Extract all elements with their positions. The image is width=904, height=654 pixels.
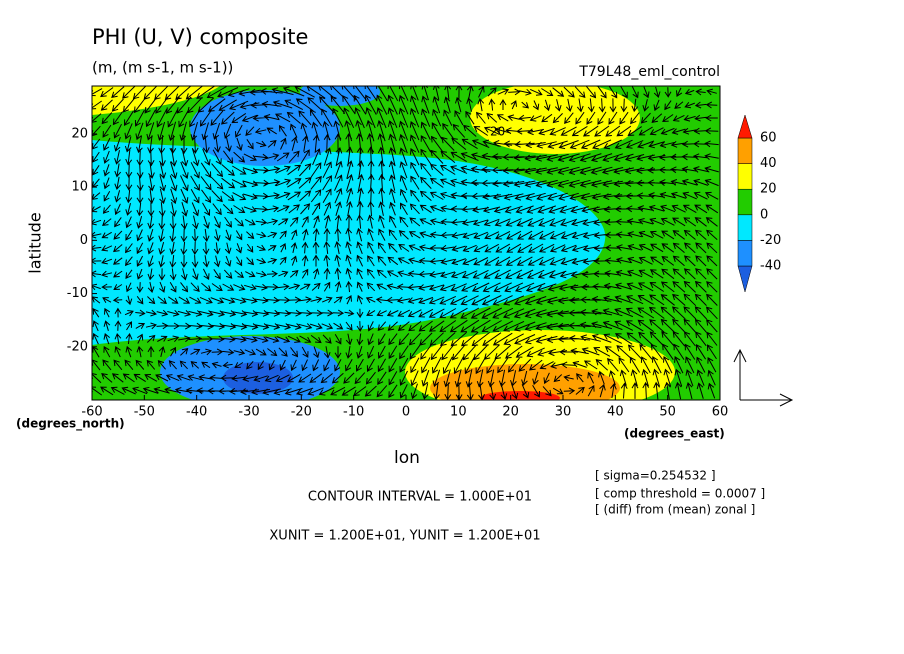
note: [ comp threshold = 0.0007 ]	[595, 487, 765, 501]
y-tick-label: 20	[71, 126, 88, 141]
colorbar-band	[737, 163, 753, 190]
y-axis-label: latitude	[26, 212, 45, 273]
x-tick-label: -10	[343, 405, 364, 420]
x-units: (degrees_east)	[624, 427, 725, 442]
run-label: T79L48_eml_control	[578, 64, 720, 80]
x-tick-label: 10	[450, 405, 467, 420]
colorbar-label: 20	[760, 182, 777, 197]
contour-interval: CONTOUR INTERVAL = 1.000E+01	[308, 490, 532, 505]
y-tick-label: -10	[67, 286, 88, 301]
colorbar-cap	[737, 114, 753, 139]
x-tick-label: 20	[502, 405, 519, 420]
y-tick-label: 0	[80, 233, 88, 248]
y-tick-label: 10	[71, 180, 88, 195]
x-axis-label: lon	[394, 448, 420, 468]
colorbar-label: -20	[760, 233, 781, 248]
x-tick-label: -30	[238, 405, 259, 420]
colorbar-band	[737, 214, 753, 241]
colorbar-label: 0	[760, 207, 768, 222]
note: [ (diff) from (mean) zonal ]	[595, 503, 755, 517]
x-tick-label: -20	[291, 405, 312, 420]
x-tick-label: 30	[555, 405, 572, 420]
x-tick-label: 0	[402, 405, 410, 420]
x-tick-label: -40	[186, 405, 207, 420]
colorbar-label: -40	[760, 259, 781, 274]
colorbar-cap	[737, 265, 753, 293]
contour-region	[223, 362, 293, 394]
y-tick-label: -20	[67, 339, 88, 354]
wind-vectors	[92, 86, 719, 400]
chart-subtitle: (m, (m s-1, m s-1))	[92, 59, 233, 77]
contour-region	[480, 391, 560, 400]
contour-label: 20	[490, 125, 505, 139]
contour-field	[92, 86, 720, 400]
y-units: (degrees_north)	[16, 417, 125, 432]
colorbar-band	[737, 188, 753, 216]
colorbar-band	[737, 240, 753, 267]
x-tick-label: 60	[712, 405, 729, 420]
chart-title: PHI (U, V) composite	[92, 25, 308, 49]
colorbar-band	[737, 137, 753, 164]
x-tick-label: 40	[607, 405, 624, 420]
x-tick-label: -60	[81, 405, 102, 420]
note: [ sigma=0.254532 ]	[595, 469, 716, 483]
colorbar-label: 60	[760, 131, 777, 146]
x-tick-label: -50	[134, 405, 155, 420]
reference-vector	[733, 348, 794, 407]
vector-units: XUNIT = 1.200E+01, YUNIT = 1.200E+01	[269, 529, 540, 544]
vector-field	[92, 86, 719, 400]
colorbar-label: 40	[760, 156, 777, 171]
x-tick-label: 50	[659, 405, 676, 420]
contour-region	[92, 140, 606, 345]
